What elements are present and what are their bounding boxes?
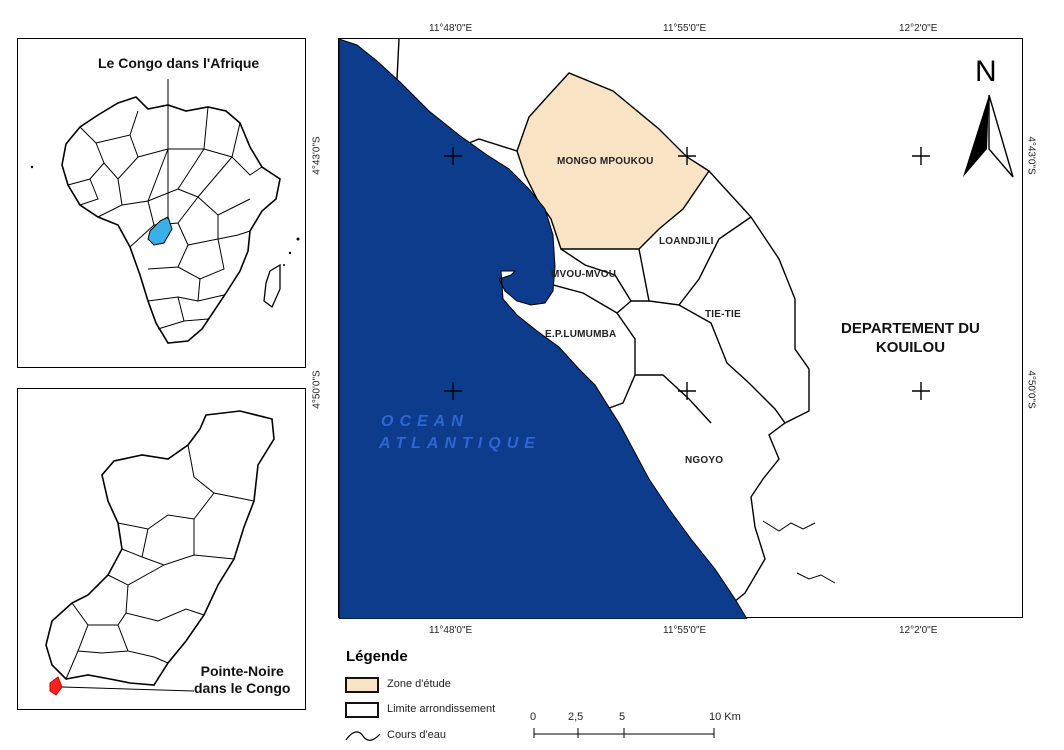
scale-bar-graphic [533,728,715,738]
department-label-line1: DEPARTEMENT DU [841,320,980,337]
inset-congo-map: Pointe-Noire dans le Congo [17,388,306,710]
congo-inset-title-line1: Pointe-Noire [200,663,284,679]
coord-bottom-3: 12°2'0"E [899,625,938,636]
legend-swatch-limit [345,702,379,718]
africa-inset-title: Le Congo dans l'Afrique [98,55,260,71]
congo-inset-title: Pointe-Noire dans le Congo [194,663,290,697]
congo-outline [45,410,275,696]
legend-river-icon [345,731,381,741]
district-label-ep-lumumba: E.P.LUMUMBA [545,329,617,340]
coord-top-1: 11°48'0"E [429,23,473,34]
main-study-area-map: N MONGO MPOUKOU LOANDJILI MVOU-MVOU TIE-… [338,38,1023,619]
legend-text-zone: Zone d'étude [387,678,451,690]
congo-highlight [147,216,173,246]
north-label: N [975,55,997,88]
study-area-map-svg [339,39,1014,619]
legend-title: Légende [346,648,408,665]
pointe-noire-marker [49,676,63,696]
district-label-ngoyo: NGOYO [685,455,724,466]
legend-text-limit: Limite arrondissement [387,703,496,715]
coord-bottom-1: 11°48'0"E [429,625,473,636]
legend-text-river: Cours d'eau [387,729,446,741]
africa-outline [30,79,300,344]
scale-tick-1: 2,5 [568,711,584,723]
scale-tick-0: 0 [530,711,537,723]
pointe-noire-pointer-line [61,686,195,692]
department-label-line2: KOUILOU [875,339,946,356]
ocean-label-line1: OCEAN [381,413,469,430]
scale-tick-3: 10 Km [709,711,741,723]
district-label-loandjili: LOANDJILI [659,236,714,247]
africa-borders [67,105,263,330]
coord-left-1: 4°43'0"S [311,136,323,175]
river-lines [762,520,836,584]
coord-right-2: 4°50'0"S [1025,370,1037,409]
coord-right-1: 4°43'0"S [1025,136,1037,175]
district-label-tie-tie: TIE-TIE [705,309,741,320]
coord-top-3: 12°2'0"E [899,23,938,34]
congo-department-borders [65,444,255,680]
coord-left-2: 4°50'0"S [311,370,323,409]
coord-bottom-2: 11°55'0"E [663,625,707,636]
scale-tick-2: 5 [619,711,626,723]
legend-swatch-zone [345,677,379,693]
department-label: DEPARTEMENT DU KOUILOU [841,319,980,357]
district-label-mvou-mvou: MVOU-MVOU [551,269,617,280]
madagascar-outline [263,263,281,309]
north-arrow-icon [963,94,1014,178]
district-label-mongo-mpoukou: MONGO MPOUKOU [557,156,654,167]
coord-top-2: 11°55'0"E [663,23,707,34]
congo-inset-title-line2: dans le Congo [194,680,291,696]
graticule-crosses [444,147,930,400]
atlantic-ocean [339,39,748,619]
ocean-label-line2: ATLANTIQUE [379,435,541,452]
scale-bar [532,726,722,742]
inset-africa-map: Le Congo dans l'Afrique [17,38,306,368]
africa-continent [61,96,281,344]
